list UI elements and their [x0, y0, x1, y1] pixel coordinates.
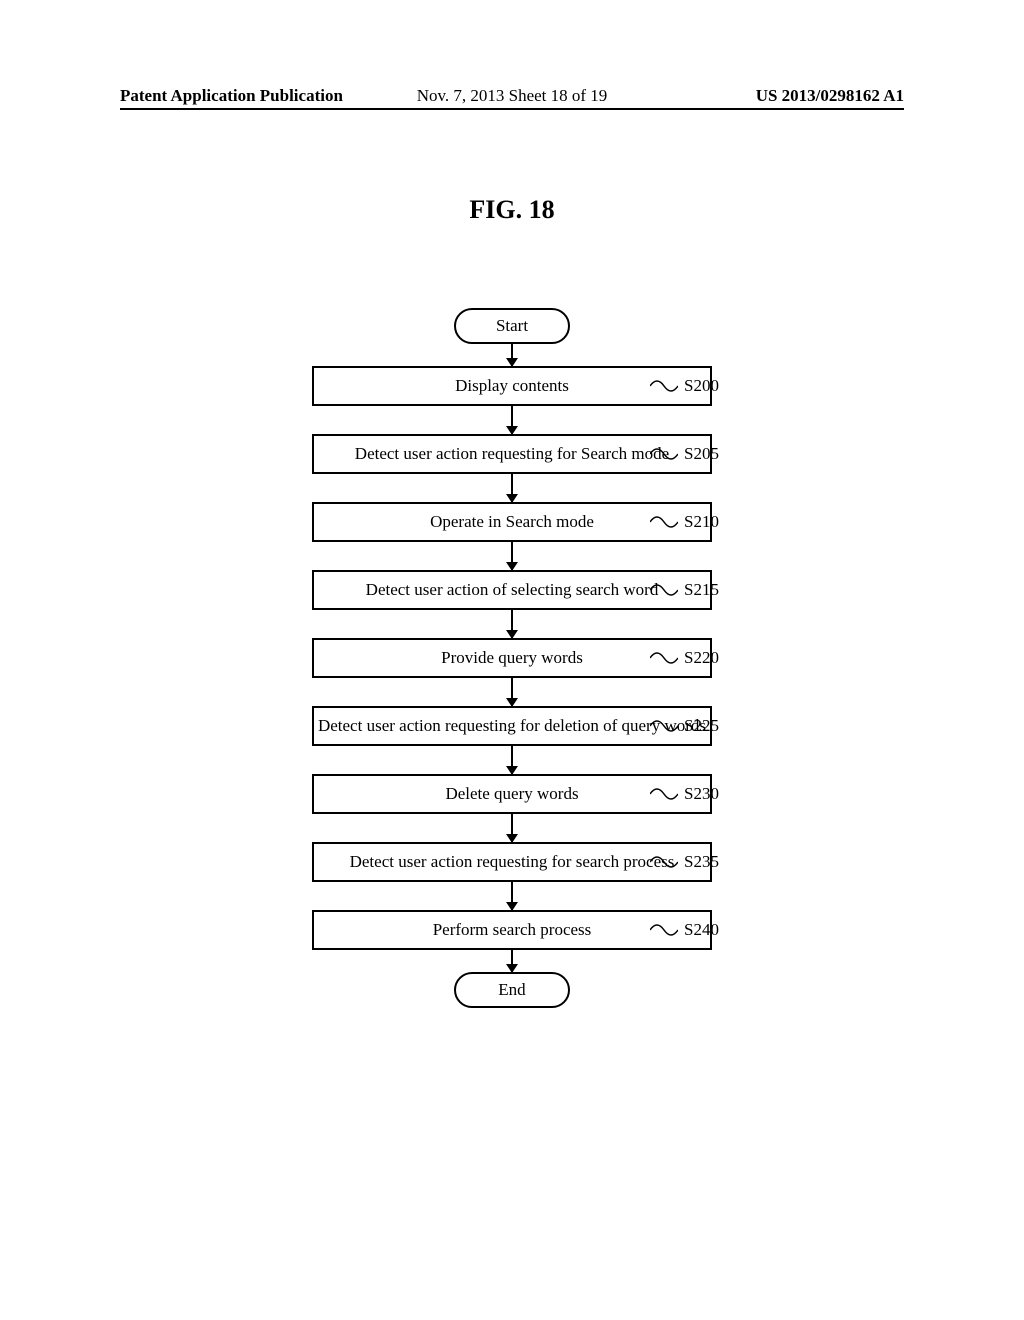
leader-curve-icon — [650, 582, 678, 598]
leader-curve-icon — [650, 718, 678, 734]
step-ref-text: S215 — [684, 580, 719, 600]
arrow — [511, 950, 513, 972]
arrow — [511, 344, 513, 366]
process-row: Delete query words S230 — [0, 774, 1024, 814]
process-row: Display contents S200 — [0, 366, 1024, 406]
process-row: Provide query words S220 — [0, 638, 1024, 678]
arrow — [511, 406, 513, 434]
leader-curve-icon — [650, 378, 678, 394]
step-ref: S215 — [650, 580, 719, 600]
process-row: Detect user action of selecting search w… — [0, 570, 1024, 610]
process-row: Operate in Search mode S210 — [0, 502, 1024, 542]
arrow — [511, 678, 513, 706]
step-ref-text: S220 — [684, 648, 719, 668]
arrow — [511, 542, 513, 570]
arrow — [511, 746, 513, 774]
figure-title: FIG. 18 — [0, 195, 1024, 225]
header-rule — [120, 108, 904, 110]
step-ref: S210 — [650, 512, 719, 532]
process-row: Perform search process S240 — [0, 910, 1024, 950]
header-center: Nov. 7, 2013 Sheet 18 of 19 — [417, 86, 608, 106]
leader-curve-icon — [650, 786, 678, 802]
step-ref-text: S230 — [684, 784, 719, 804]
process-row: Detect user action requesting for search… — [0, 842, 1024, 882]
page: Patent Application Publication Nov. 7, 2… — [0, 0, 1024, 1320]
process-row: Detect user action requesting for Search… — [0, 434, 1024, 474]
step-ref-text: S210 — [684, 512, 719, 532]
arrow — [511, 814, 513, 842]
leader-curve-icon — [650, 854, 678, 870]
step-ref: S220 — [650, 648, 719, 668]
step-ref: S225 — [650, 716, 719, 736]
step-ref: S205 — [650, 444, 719, 464]
flowchart: Start Display contents S200 Detect user … — [0, 308, 1024, 1008]
page-header: Patent Application Publication Nov. 7, 2… — [0, 86, 1024, 106]
arrow — [511, 474, 513, 502]
step-ref-text: S225 — [684, 716, 719, 736]
process-row: Detect user action requesting for deleti… — [0, 706, 1024, 746]
step-ref: S235 — [650, 852, 719, 872]
step-ref: S200 — [650, 376, 719, 396]
step-ref-text: S240 — [684, 920, 719, 940]
step-ref-text: S200 — [684, 376, 719, 396]
header-right: US 2013/0298162 A1 — [756, 86, 904, 106]
header-left: Patent Application Publication — [120, 86, 343, 106]
leader-curve-icon — [650, 922, 678, 938]
leader-curve-icon — [650, 446, 678, 462]
terminator-end: End — [454, 972, 570, 1008]
step-ref: S230 — [650, 784, 719, 804]
step-ref: S240 — [650, 920, 719, 940]
arrow — [511, 610, 513, 638]
arrow — [511, 882, 513, 910]
step-ref-text: S205 — [684, 444, 719, 464]
leader-curve-icon — [650, 514, 678, 530]
leader-curve-icon — [650, 650, 678, 666]
step-ref-text: S235 — [684, 852, 719, 872]
terminator-start: Start — [454, 308, 570, 344]
